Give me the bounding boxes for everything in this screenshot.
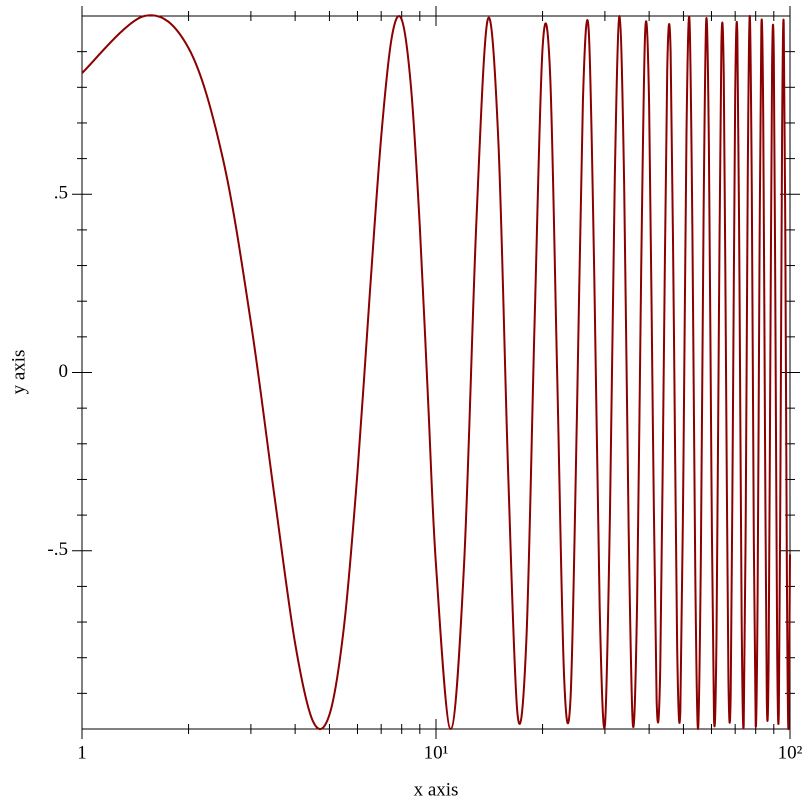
x-axis-label: x axis	[414, 779, 459, 800]
y-tick-label: .5	[54, 183, 68, 204]
y-axis-label: y axis	[8, 350, 29, 395]
y-tick-label: 0	[59, 361, 69, 382]
x-tick-label: 10²	[778, 742, 803, 763]
x-tick-label: 10¹	[424, 742, 449, 763]
x-tick-label: 1	[77, 742, 87, 763]
line-series	[81, 14, 791, 731]
y-tick-label: -.5	[47, 539, 68, 560]
